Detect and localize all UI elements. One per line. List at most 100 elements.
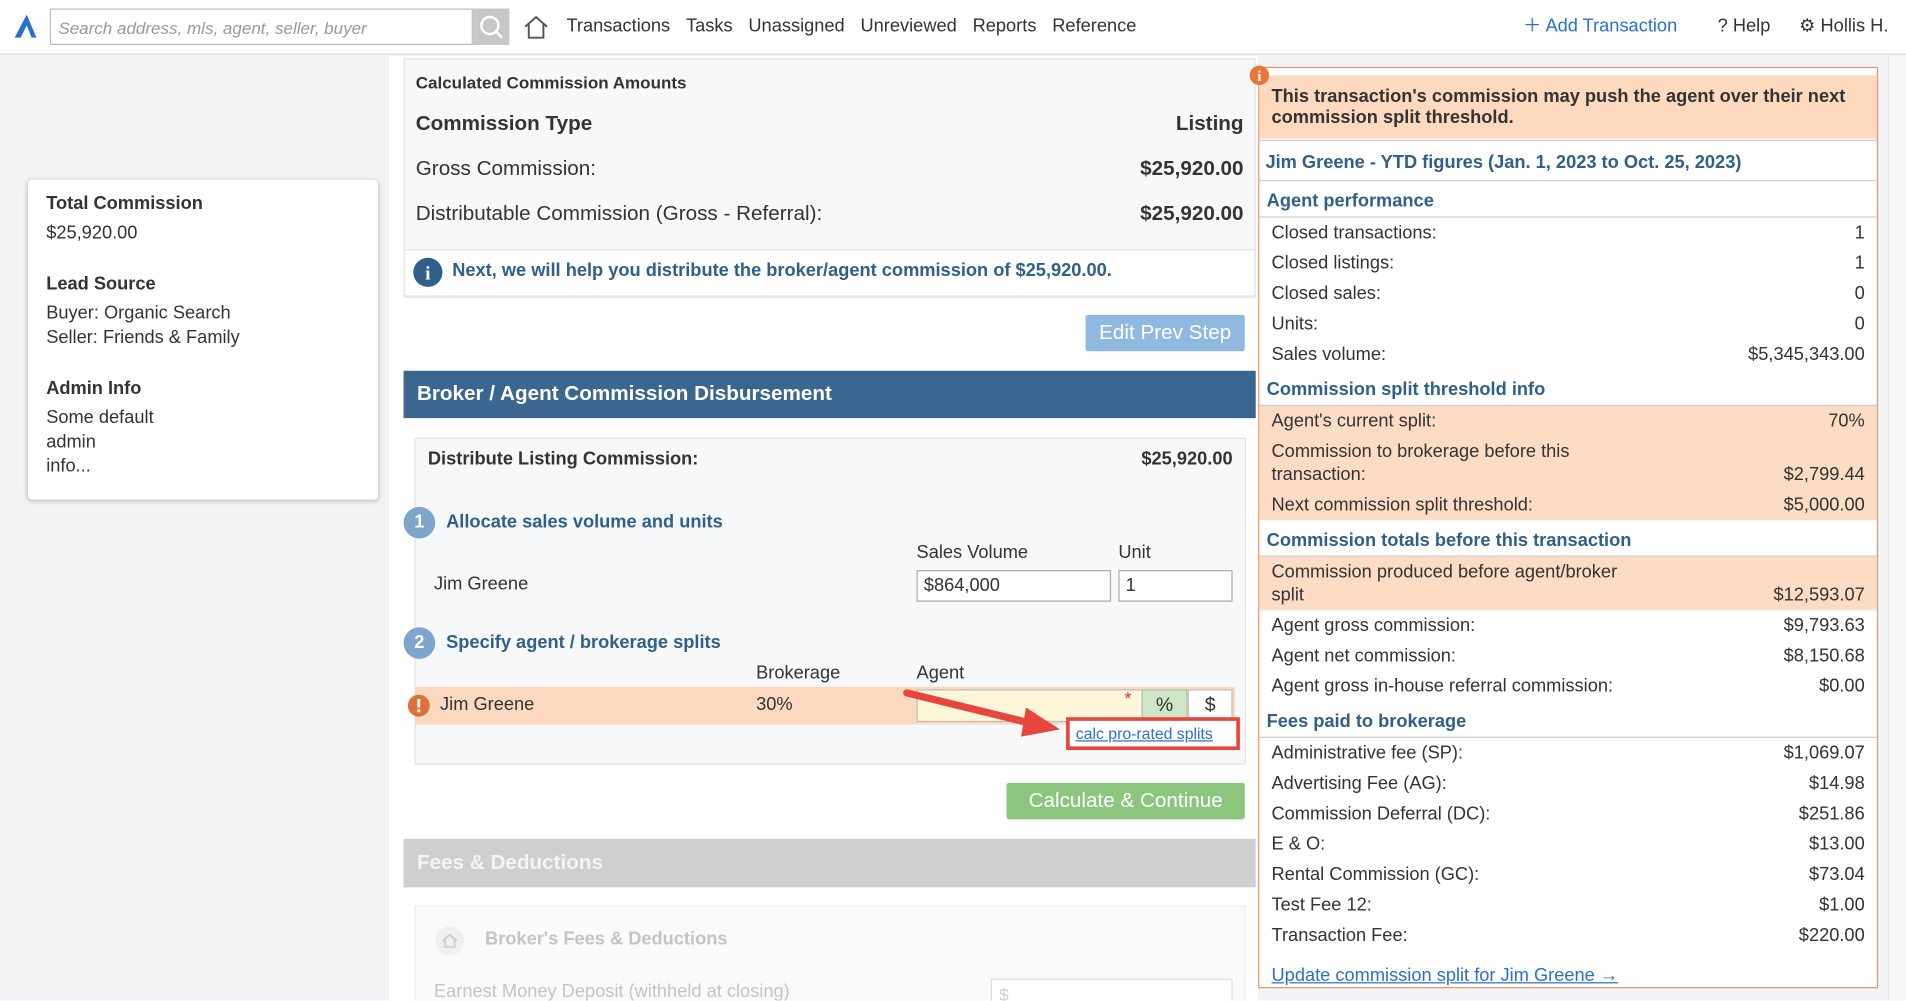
step-title: Allocate sales volume and units: [446, 511, 723, 533]
stat-value: $14.98: [1808, 773, 1865, 794]
stat-value: $5,345,343.00: [1748, 344, 1865, 365]
calculate-button[interactable]: Calculate & Continue: [1006, 782, 1245, 820]
stat-value: $2,799.44: [1783, 464, 1865, 486]
user-menu[interactable]: ⚙ Hollis H.: [1799, 15, 1889, 37]
stat-row: Transaction Fee: $220.00: [1259, 920, 1877, 950]
logo[interactable]: [10, 11, 42, 43]
nav-links: Transactions Tasks Unassigned Unreviewed Rep…: [566, 16, 1136, 38]
help-label: Help: [1732, 15, 1771, 37]
section-title: Lead Source: [46, 273, 156, 295]
home-icon[interactable]: [523, 13, 550, 40]
nav-link[interactable]: Tasks: [685, 15, 733, 37]
type-value: Listing: [1175, 111, 1244, 135]
step-number: 1: [403, 506, 436, 539]
stat-value: $13.00: [1808, 833, 1865, 855]
nav-link[interactable]: Unassigned: [748, 15, 845, 37]
step-number: 2: [403, 627, 436, 659]
stat-label: Transaction Fee:: [1271, 925, 1408, 946]
stat-row: Units: 0: [1259, 309, 1877, 339]
section-title: Commission split threshold info: [1259, 374, 1877, 407]
warning-icon: i: [1249, 65, 1270, 86]
stat-row: Advertising Fee (AG): $14.98: [1259, 768, 1877, 798]
stat-row: Test Fee 12: $1.00: [1259, 890, 1877, 920]
stat-value: $220.00: [1798, 925, 1865, 946]
stat-row: Commission to brokerage before this tran…: [1259, 436, 1877, 490]
commission-title: Calculated Commission Amounts: [415, 72, 687, 93]
stat-label: Agent gross commission:: [1271, 615, 1476, 636]
stat-label: Rental Commission (GC):: [1271, 864, 1480, 885]
add-transaction-label: Add Transaction: [1545, 15, 1678, 37]
agent-name: Jim Greene: [433, 573, 529, 595]
edit-prev-step[interactable]: Edit Prev Step: [1085, 314, 1245, 352]
add-transaction[interactable]: ＋ Add Transaction: [1523, 15, 1678, 37]
info-icon: i: [413, 257, 443, 287]
section-title: Admin Info: [46, 378, 142, 399]
agent-panel: This transaction's commission may push t…: [1258, 66, 1879, 989]
column-header: Sales Volume: [916, 542, 1029, 563]
stat-label: Commission produced before agent/broker …: [1271, 561, 1618, 606]
calc-link[interactable]: calc pro-rated splits: [1075, 724, 1213, 743]
summary-card: Total Commission $25,920.00 Lead Source Buy…: [27, 179, 379, 500]
nav-link[interactable]: Unreviewed: [860, 15, 957, 37]
stat-label: E & O:: [1271, 833, 1326, 855]
annotation-box: [1066, 717, 1240, 751]
disbursement-title: Broker / Agent Commission Disbursement: [416, 381, 832, 405]
stat-value: $0.00: [1819, 675, 1865, 697]
fees-header: [403, 838, 1256, 888]
stat-label: Sales volume:: [1271, 344, 1387, 365]
column-header: Brokerage: [756, 662, 841, 684]
help[interactable]: ? Help: [1717, 15, 1771, 37]
stat-label: Agent's current split:: [1271, 410, 1437, 432]
section-line: info...: [46, 455, 91, 477]
type-label: Commission Type: [415, 111, 593, 135]
stat-row: Closed transactions: 1: [1259, 218, 1877, 248]
earnest-input[interactable]: $: [990, 978, 1233, 1001]
stat-row: Rental Commission (GC): $73.04: [1259, 859, 1877, 889]
stat-label: Administrative fee (SP):: [1271, 742, 1464, 764]
stat-value: $251.86: [1798, 803, 1865, 825]
section-line: $25,920.00: [46, 222, 138, 244]
info-row: [403, 249, 1256, 297]
search-button[interactable]: [472, 8, 510, 45]
annotation-arrow: [903, 689, 1061, 737]
brokers-fees-title: Broker's Fees & Deductions: [485, 928, 728, 950]
nav-link[interactable]: Transactions: [566, 15, 671, 37]
stat-value: $5,000.00: [1783, 494, 1865, 516]
stat-label: Commission to brokerage before this tran…: [1271, 441, 1570, 486]
search-input[interactable]: Search address, mls, agent, seller, buye…: [49, 8, 473, 45]
nav-link[interactable]: Reference: [1052, 15, 1137, 37]
stat-row: Commission Deferral (DC): $251.86: [1259, 799, 1877, 829]
agent-name: Jim Greene: [440, 694, 535, 715]
stat-value: 1: [1854, 222, 1865, 244]
section-title: Fees paid to brokerage: [1259, 706, 1877, 738]
unit-input[interactable]: 1: [1118, 570, 1233, 602]
info-text: Next, we will help you distribute the br…: [452, 260, 1112, 281]
step-title: Specify agent / brokerage splits: [446, 632, 721, 653]
stat-value: $1,069.07: [1783, 742, 1865, 764]
sales-volume-input[interactable]: $864,000: [916, 570, 1112, 602]
stat-label: Closed listings:: [1271, 252, 1395, 274]
distribute-label: Distribute Listing Commission:: [427, 448, 699, 470]
stat-value: $8,150.68: [1783, 645, 1865, 667]
scrollbar: [1887, 55, 1906, 1001]
fees-icon: [435, 926, 465, 956]
user-name: Hollis H.: [1820, 15, 1889, 37]
brokerage-split: 30%: [756, 694, 793, 715]
commission-label: Gross Commission:: [415, 156, 597, 180]
agent-sections: Agent performance Closed transactions: 1 Cl…: [1259, 186, 1877, 951]
update-link[interactable]: Update commission split for Jim Greene →: [1271, 965, 1619, 986]
ytd-title: Jim Greene - YTD figures (Jan. 1, 2023 t…: [1259, 139, 1877, 182]
stat-label: Agent net commission:: [1271, 645, 1456, 667]
percent-button[interactable]: %: [1141, 689, 1188, 723]
nav-link[interactable]: Reports: [972, 15, 1037, 37]
required-marker: *: [1124, 689, 1132, 710]
commission-value: $25,920.00: [1140, 156, 1244, 180]
stat-value: 1: [1854, 252, 1865, 274]
error-icon: [407, 694, 430, 717]
stat-row: Sales volume: $5,345,343.00: [1259, 339, 1877, 369]
stat-row: Commission produced before agent/broker …: [1259, 556, 1877, 611]
stat-row: Closed sales: 0: [1259, 278, 1877, 308]
svg-text:i: i: [425, 264, 431, 285]
